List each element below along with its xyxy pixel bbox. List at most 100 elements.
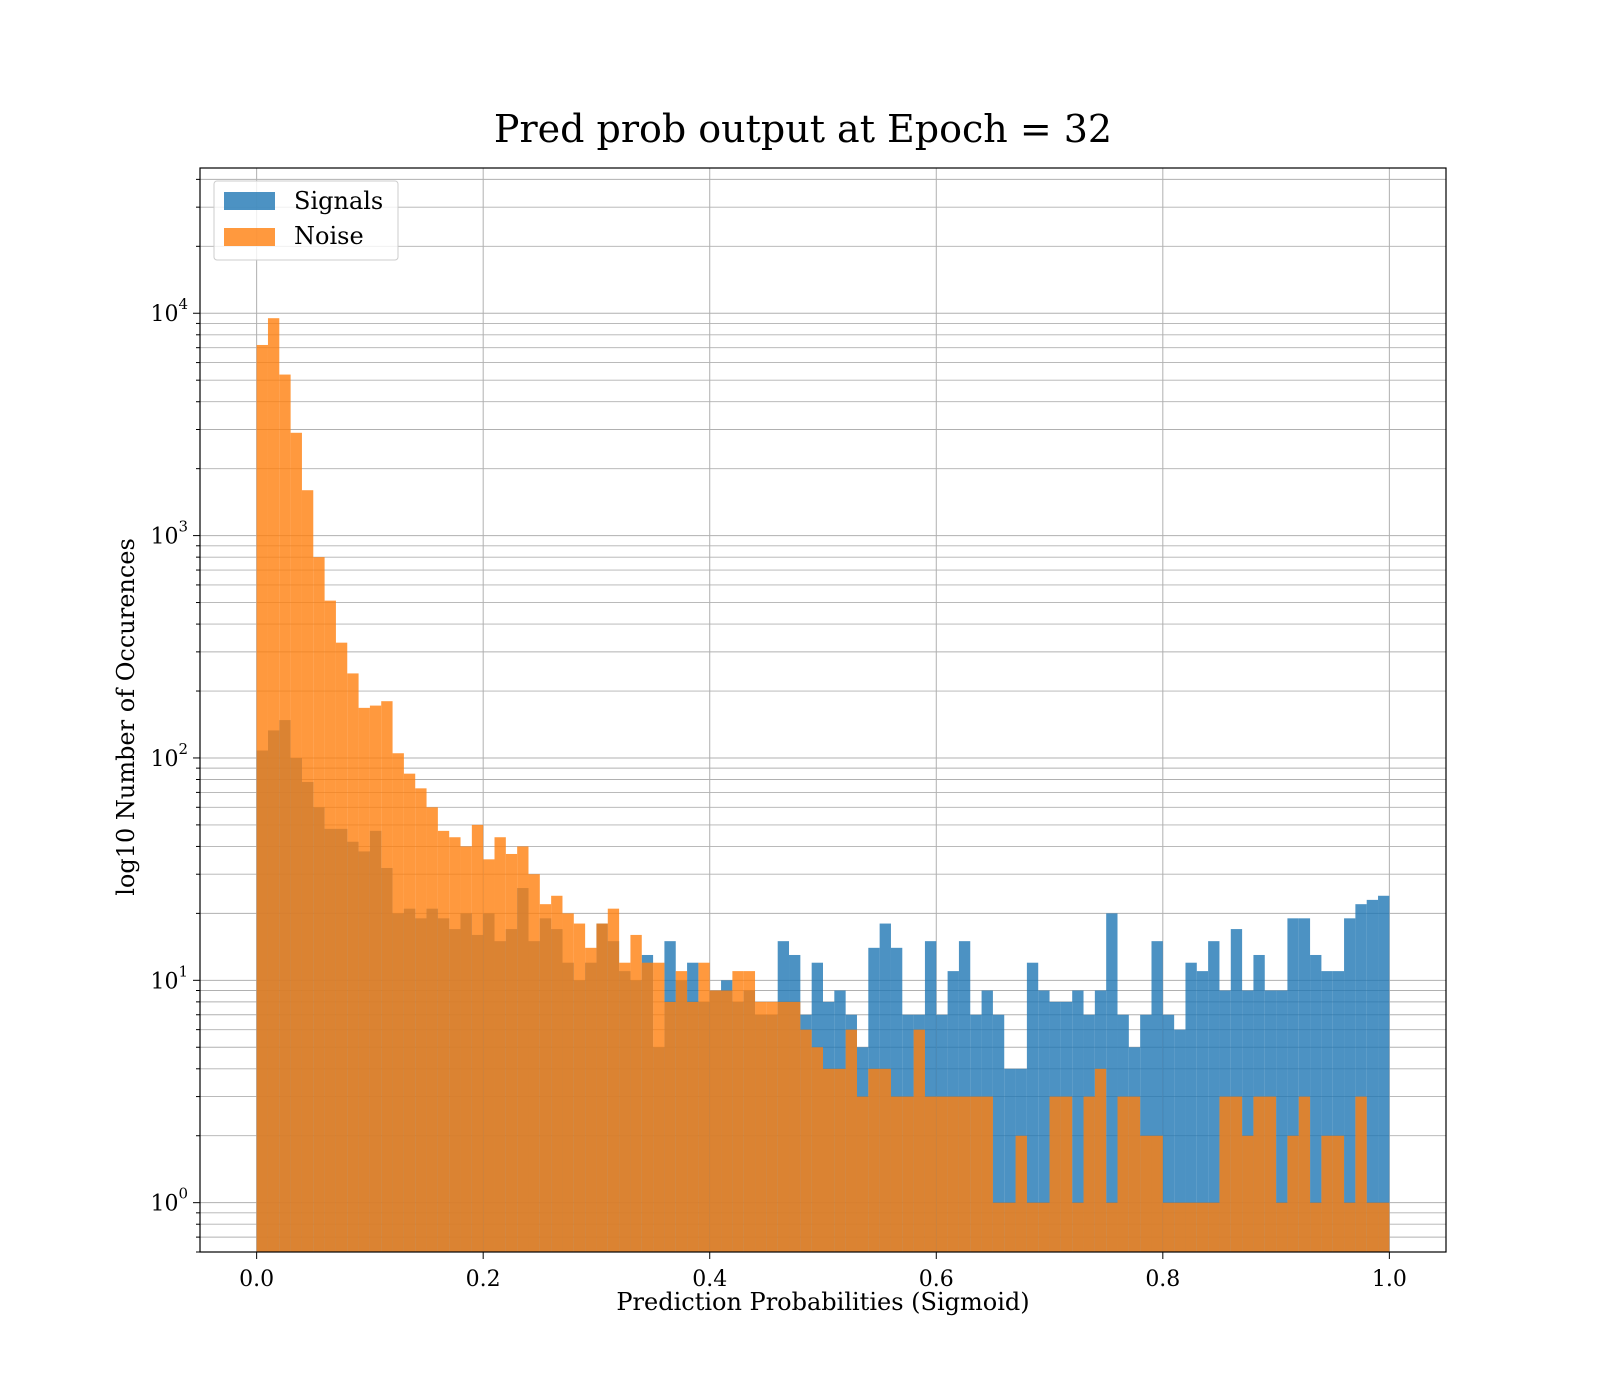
- series-noise: [256, 318, 1390, 1253]
- x-tick-label: 0.0: [239, 1267, 274, 1292]
- histogram-bar: [1106, 913, 1118, 1252]
- histogram-bar: [1162, 1202, 1175, 1252]
- legend-label-noise: Noise: [294, 222, 364, 250]
- histogram-bar: [290, 432, 302, 1252]
- legend-swatch-noise: [224, 228, 275, 246]
- histogram-bar: [1049, 1096, 1061, 1252]
- histogram-bar: [970, 1096, 982, 1252]
- histogram-bar: [1287, 1135, 1299, 1252]
- histogram-bar: [1083, 1096, 1095, 1252]
- histogram-bar: [1321, 971, 1333, 1252]
- histogram-bar: [1106, 1202, 1118, 1252]
- legend: Signals Noise: [213, 180, 399, 261]
- histogram-bar: [721, 990, 733, 1252]
- histogram-bar: [1230, 1096, 1243, 1252]
- histogram-bar: [267, 318, 280, 1253]
- histogram-bar: [505, 853, 518, 1252]
- y-tick-label: 104: [150, 295, 188, 327]
- y-tick-label: 101: [150, 962, 188, 994]
- histogram-bar: [936, 1096, 948, 1252]
- histogram-bar: [551, 895, 563, 1252]
- histogram-bar: [1298, 1096, 1311, 1252]
- histogram-bar: [641, 962, 654, 1252]
- histogram-bar: [1230, 929, 1243, 1252]
- histogram-bar: [1072, 990, 1084, 1252]
- histogram-bar: [494, 837, 506, 1252]
- histogram-bar: [1060, 1096, 1073, 1252]
- histogram-bar: [789, 1001, 801, 1252]
- histogram-bar: [664, 1001, 676, 1252]
- histogram-bar: [1151, 941, 1163, 1252]
- legend-label-signals: Signals: [294, 187, 383, 215]
- histogram-bar: [415, 788, 427, 1252]
- histogram-bar: [732, 971, 744, 1252]
- histogram-bar: [313, 557, 325, 1252]
- histogram-bar: [811, 1047, 823, 1252]
- histogram-bar: [1004, 1202, 1016, 1252]
- histogram-bar: [879, 1068, 891, 1252]
- histogram-bar: [992, 1014, 1005, 1252]
- histogram-bar: [619, 962, 631, 1252]
- histogram-bar: [1355, 904, 1367, 1252]
- histogram-bar: [335, 642, 348, 1252]
- histogram-bar: [1366, 899, 1379, 1252]
- histogram-bar: [1151, 1135, 1163, 1252]
- histogram-bar: [573, 923, 586, 1252]
- histogram-bar: [596, 923, 608, 1252]
- histogram-bar: [301, 490, 314, 1252]
- histogram-bar: [902, 1096, 914, 1252]
- histogram-bar: [426, 807, 438, 1252]
- histogram-bar: [1185, 962, 1197, 1252]
- axis-ticks: 0.0 0.2 0.4 0.6 0.8 1.0 100 101 102 103 104: [150, 178, 1407, 1292]
- histogram-bar: [1344, 1202, 1356, 1252]
- histogram-bar: [1038, 1202, 1050, 1252]
- histogram-bar: [1174, 1029, 1186, 1252]
- histogram-bar: [471, 824, 484, 1252]
- histogram-bar: [800, 1029, 812, 1252]
- histogram-bar: [630, 934, 642, 1252]
- histogram-bar: [924, 1096, 937, 1252]
- histogram-bar: [709, 990, 722, 1252]
- histogram-bar: [1128, 1096, 1141, 1252]
- histogram-bar: [1117, 1096, 1129, 1252]
- histogram-bar: [1196, 971, 1209, 1252]
- histogram-bar: [947, 1096, 959, 1252]
- histogram-bar: [1242, 1135, 1254, 1252]
- histogram-bar: [562, 913, 574, 1252]
- histogram-bar: [1332, 1135, 1345, 1252]
- y-tick-label: 103: [150, 518, 188, 550]
- histogram-bar: [449, 837, 461, 1252]
- histogram-bar: [460, 846, 472, 1252]
- histogram-bar: [1140, 1135, 1152, 1252]
- histogram-bar: [1321, 1135, 1333, 1252]
- histogram-bar: [1026, 962, 1039, 1252]
- histogram-bar: [687, 1001, 699, 1252]
- histogram-bar: [1185, 1202, 1197, 1252]
- histogram-bar: [607, 908, 620, 1252]
- histogram-bar: [1242, 990, 1254, 1252]
- histogram-bar: [1287, 918, 1299, 1252]
- histogram-bar: [1310, 954, 1322, 1252]
- histogram-bar: [1253, 1096, 1265, 1252]
- histogram-bar: [868, 1068, 880, 1252]
- y-axis-label: log10 Number of Occurences: [112, 538, 140, 896]
- histogram-bar: [1015, 1135, 1027, 1252]
- histogram-bar: [834, 1068, 846, 1252]
- histogram-bar: [1378, 1202, 1390, 1252]
- histogram-bar: [1219, 1096, 1231, 1252]
- histogram-bar: [992, 1202, 1005, 1252]
- histogram-bar: [517, 846, 529, 1252]
- histogram-bar: [358, 707, 370, 1252]
- x-tick-label: 0.6: [919, 1267, 954, 1292]
- histogram-bar: [981, 1096, 993, 1252]
- histogram-bar: [1094, 1068, 1107, 1252]
- histogram-bar: [369, 705, 382, 1252]
- histogram-bar: [256, 344, 268, 1252]
- histogram-bar: [1355, 1096, 1367, 1252]
- histogram-bar: [845, 1029, 857, 1252]
- x-tick-label: 0.8: [1145, 1267, 1180, 1292]
- histogram-bar: [539, 904, 552, 1252]
- histogram-bar: [1332, 971, 1345, 1252]
- histogram-bar: [958, 1096, 971, 1252]
- axes-frame: [199, 167, 1447, 1253]
